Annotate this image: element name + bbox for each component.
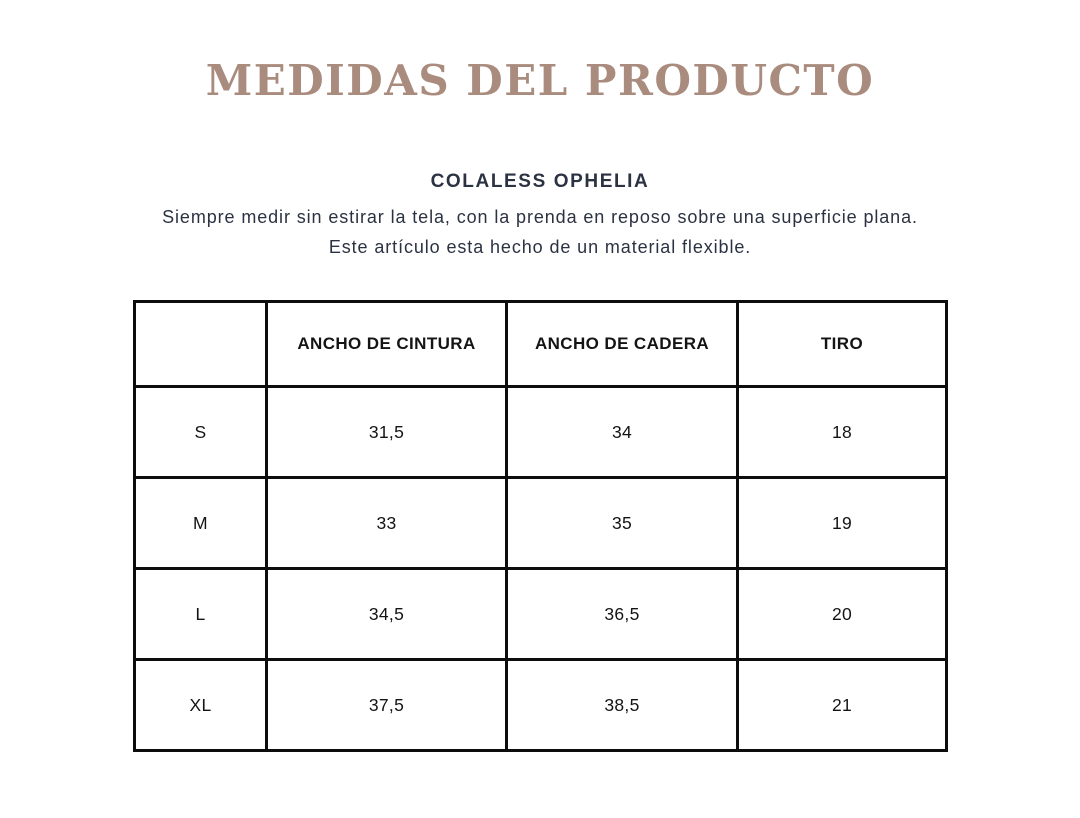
value-cell-cintura: 37,5 <box>265 658 508 752</box>
product-name: COLALESS OPHELIA <box>430 171 650 192</box>
table-row-size-m: M 33 35 19 <box>133 476 948 570</box>
table-row-size-s: S 31,5 34 18 <box>133 385 948 479</box>
page-title: MEDIDAS DEL PRODUCTO <box>205 56 875 105</box>
column-header-ancho-cadera: ANCHO DE CADERA <box>505 300 739 388</box>
size-cell: L <box>133 567 268 661</box>
table-row-size-l: L 34,5 36,5 20 <box>133 567 948 661</box>
table-header-row: ANCHO DE CINTURA ANCHO DE CADERA TIRO <box>133 300 948 388</box>
value-cell-cintura: 33 <box>265 476 508 570</box>
size-cell: XL <box>133 658 268 752</box>
value-cell-tiro: 19 <box>736 476 948 570</box>
description-line-1: Siempre medir sin estirar la tela, con l… <box>162 207 918 227</box>
description-line-2: Este artículo esta hecho de un material … <box>328 237 752 257</box>
intro-block: COLALESS OPHELIA Siempre medir sin estir… <box>0 171 1080 262</box>
size-table: ANCHO DE CINTURA ANCHO DE CADERA TIRO S … <box>133 300 948 752</box>
value-cell-cadera: 38,5 <box>505 658 739 752</box>
column-header-empty <box>133 300 268 388</box>
value-cell-tiro: 20 <box>736 567 948 661</box>
value-cell-tiro: 18 <box>736 385 948 479</box>
table-row-size-xl: XL 37,5 38,5 21 <box>133 658 948 752</box>
value-cell-cintura: 31,5 <box>265 385 508 479</box>
column-header-ancho-cintura: ANCHO DE CINTURA <box>265 300 508 388</box>
column-header-tiro: TIRO <box>736 300 948 388</box>
size-cell: M <box>133 476 268 570</box>
value-cell-cadera: 35 <box>505 476 739 570</box>
value-cell-tiro: 21 <box>736 658 948 752</box>
value-cell-cintura: 34,5 <box>265 567 508 661</box>
value-cell-cadera: 34 <box>505 385 739 479</box>
size-cell: S <box>133 385 268 479</box>
value-cell-cadera: 36,5 <box>505 567 739 661</box>
